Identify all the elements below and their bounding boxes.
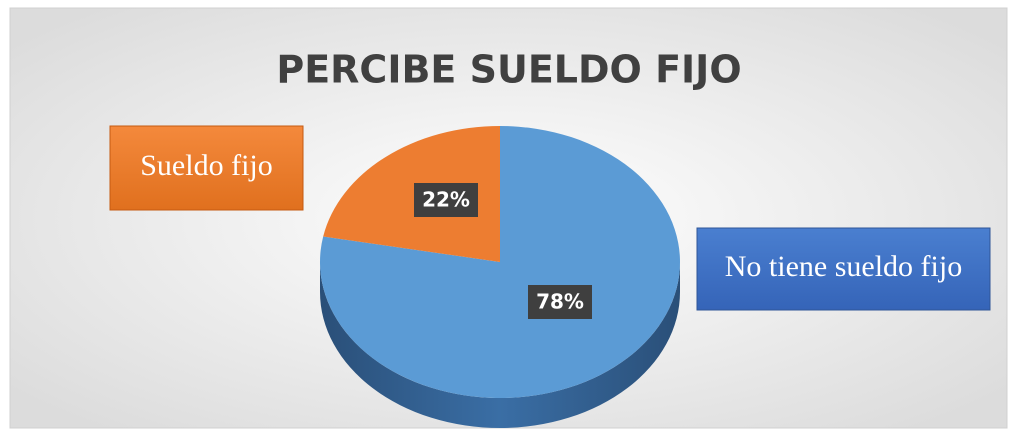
pie-side <box>320 262 680 428</box>
data-label-box <box>414 183 478 217</box>
data-label-box <box>528 285 592 319</box>
category-callout <box>109 125 304 211</box>
data-label: 22% <box>422 188 470 212</box>
category-label: No tiene sueldo fijo <box>725 250 962 283</box>
data-label: 78% <box>536 290 584 314</box>
pie-slice <box>323 126 500 262</box>
category-callout <box>696 227 991 311</box>
category-label: Sueldo fijo <box>140 149 273 182</box>
chart-title: PERCIBE SUELDO FIJO <box>276 48 741 92</box>
